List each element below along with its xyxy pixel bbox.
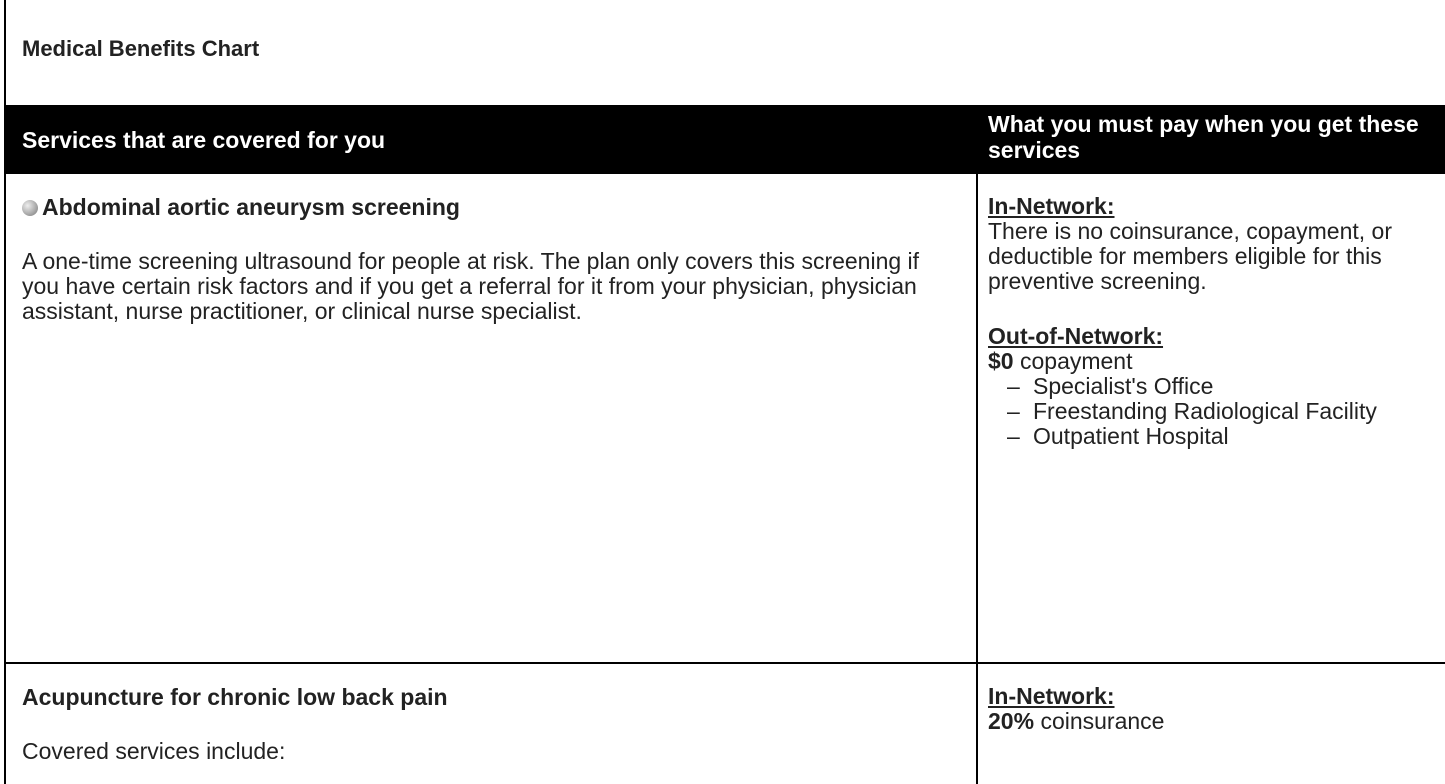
table-row: Abdominal aortic aneurysm screening A one… — [4, 172, 1445, 662]
cost-text: There is no coinsurance, copayment, or d… — [988, 219, 1443, 294]
cost-cell: In-Network: There is no coinsurance, copa… — [988, 194, 1443, 479]
title-row: Medical Benefits Chart — [4, 0, 1445, 105]
cost-description: copayment — [1019, 348, 1133, 374]
service-title: Abdominal aortic aneurysm screening — [22, 194, 952, 221]
service-description: Covered services include: — [22, 738, 286, 764]
cost-section: Out-of-Network:$0 copaymentSpecialist's … — [988, 323, 1443, 450]
service-cell: Abdominal aortic aneurysm screening A one… — [22, 194, 952, 336]
cost-section: In-Network: There is no coinsurance, copa… — [988, 194, 1443, 294]
cost-description: coinsurance — [1040, 708, 1165, 734]
header-cell: Services that are covered for you — [22, 127, 386, 153]
service-title-text: Acupuncture for chronic low back pain — [22, 684, 448, 710]
preventive-icon — [22, 200, 38, 216]
service-cell: Acupuncture for chronic low back pain Cov… — [22, 684, 952, 776]
cost-description: There is no coinsurance, copayment, or d… — [988, 218, 1392, 294]
column-separator — [976, 174, 978, 662]
location-item: Outpatient Hospital — [1007, 424, 1443, 450]
document-title: Medical Benefits Chart — [22, 36, 260, 61]
location-item: Freestanding Radiological Facility — [1007, 399, 1443, 425]
column-separator — [976, 664, 978, 784]
table-row: Acupuncture for chronic low back pain Cov… — [4, 662, 1445, 784]
network-heading: In-Network: — [988, 193, 1115, 219]
service-title: Acupuncture for chronic low back pain — [22, 684, 952, 711]
header-row: Services that are covered for you What y… — [4, 105, 1445, 172]
cost-text: 20% coinsurance — [988, 709, 1443, 734]
cost-amount: $0 — [988, 348, 1014, 374]
cost-amount: 20% — [988, 708, 1035, 734]
network-heading: Out-of-Network: — [988, 323, 1164, 349]
location-item: Specialist's Office — [1007, 374, 1443, 400]
service-description: A one-time screening ultrasound for peop… — [22, 248, 920, 324]
cost-section: In-Network: 20% coinsurance — [988, 684, 1443, 734]
network-heading: In-Network: — [988, 683, 1115, 709]
header-cell: What you must pay when you get these ser… — [988, 111, 1419, 163]
cost-text: $0 copayment — [988, 349, 1443, 374]
location-list: Specialist's OfficeFreestanding Radiolog… — [988, 374, 1443, 450]
service-title-text: Abdominal aortic aneurysm screening — [42, 194, 460, 220]
cost-cell: In-Network: 20% coinsurance — [988, 684, 1443, 764]
